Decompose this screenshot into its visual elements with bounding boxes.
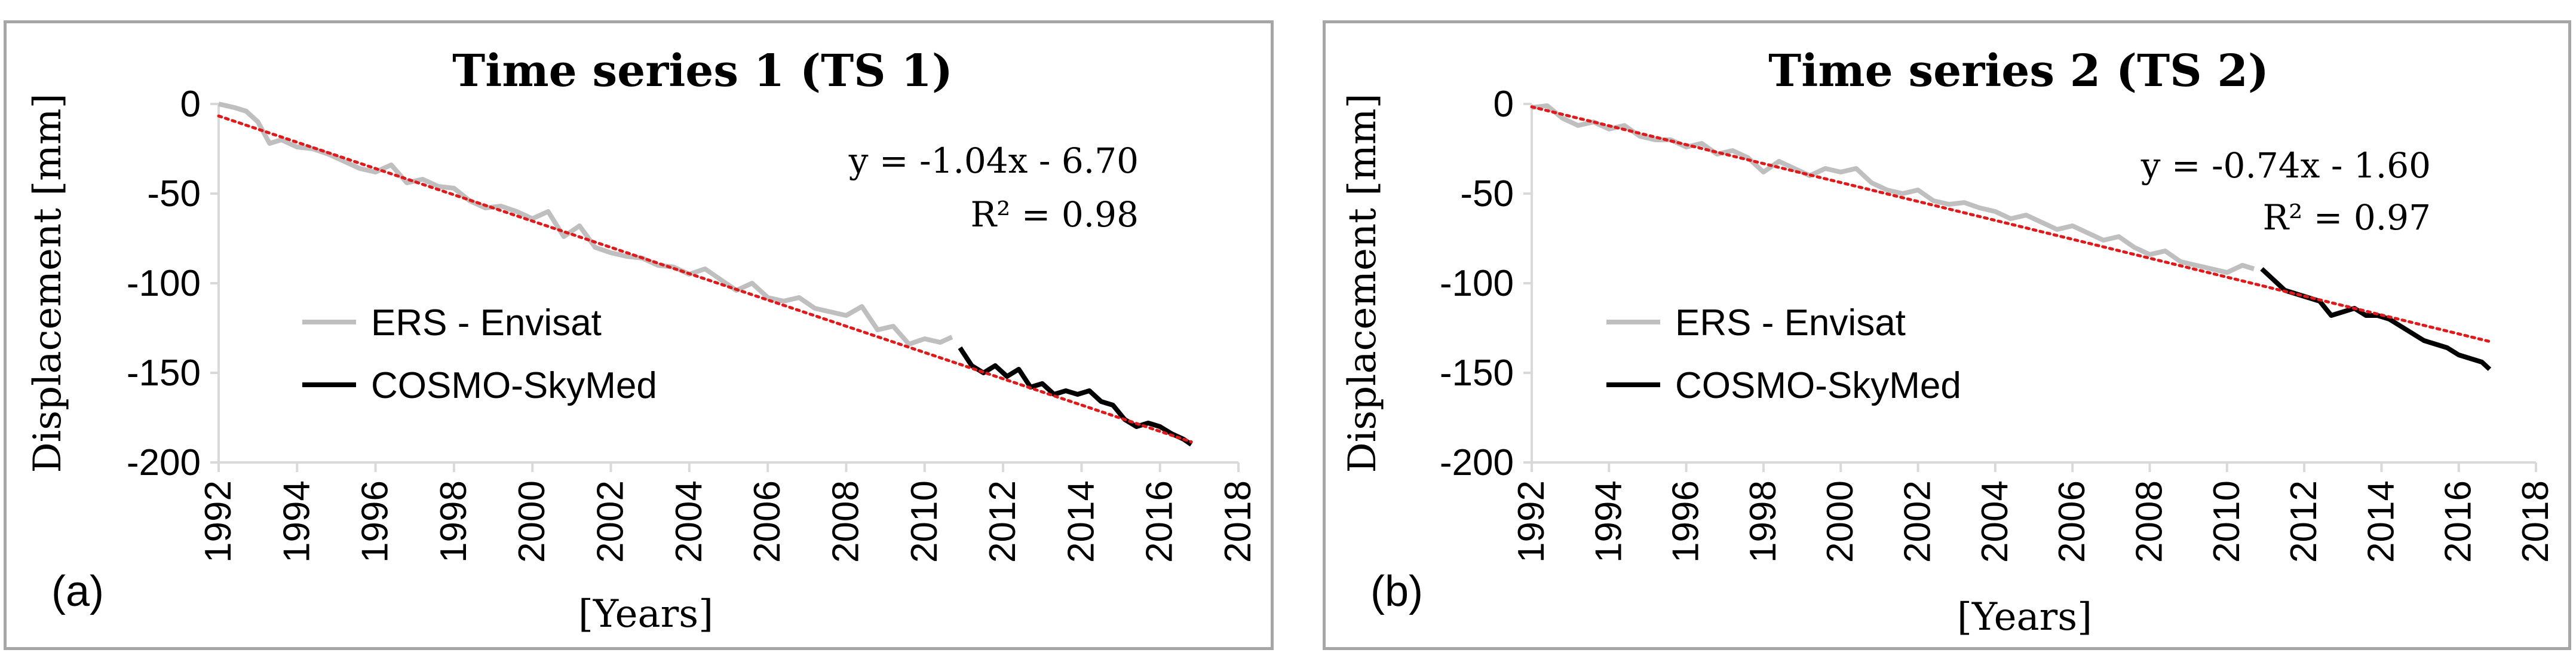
x-tick-label: 2000 xyxy=(1820,480,1861,563)
panel-label: (a) xyxy=(51,568,104,615)
x-tick-label: 2018 xyxy=(1218,480,1259,563)
x-tick-label: 1998 xyxy=(433,480,474,563)
x-tick-label: 2014 xyxy=(1060,480,1102,563)
x-tick-label: 2016 xyxy=(1139,480,1180,563)
x-tick-label: 2010 xyxy=(2206,480,2247,563)
chart-b-svg: Time series 2 (TS 2) 0 -50 -100 -150 -2001992… xyxy=(1341,45,2556,639)
x-tick-label: 2012 xyxy=(2283,480,2324,563)
x-tick-label: 2008 xyxy=(2129,480,2170,563)
x-tick-label: 2004 xyxy=(1974,480,2016,563)
series-cosmo-skymed-line xyxy=(958,346,1193,447)
x-tick-label: 2004 xyxy=(668,480,710,563)
chart-a-svg: Time series 1 (TS 1) 0 -50 -100 -150 -2001992… xyxy=(26,45,1259,636)
x-tick-label: 2012 xyxy=(982,480,1023,563)
y-tick-label: 0 xyxy=(1494,84,1514,125)
trend-equation: y = -0.74x - 1.60 xyxy=(2140,145,2431,186)
chart-title: Time series 1 (TS 1) xyxy=(452,45,953,97)
y-tick-label: -100 xyxy=(1440,263,1514,304)
x-axis-label: [Years] xyxy=(578,592,713,636)
trend-line xyxy=(1530,105,2491,343)
y-tick-label: 0 xyxy=(180,84,201,125)
x-tick-label: 1994 xyxy=(1588,480,1629,563)
y-tick-label: -100 xyxy=(127,263,201,304)
panel-label: (b) xyxy=(1370,568,1423,615)
x-tick-label: 2002 xyxy=(590,480,631,563)
y-tick-label: -50 xyxy=(147,173,201,215)
x-tick-label: 2018 xyxy=(2515,480,2556,563)
x-tick-label: 1992 xyxy=(1511,480,1552,563)
x-tick-label: 2002 xyxy=(1897,480,1939,563)
legend-label-ers: ERS - Envisat xyxy=(1675,302,1906,344)
chart-panel-a: Time series 1 (TS 1) 0 -50 -100 -150 -200 1992… xyxy=(4,20,1274,650)
x-tick-label: 2000 xyxy=(511,480,553,563)
x-tick-label: 2006 xyxy=(2051,480,2093,563)
y-tick-label: -150 xyxy=(127,353,201,394)
r-squared-label: R² = 0.97 xyxy=(2262,197,2431,238)
chart-panel-b: Time series 2 (TS 2) 0 -50 -100 -150 -200 1992… xyxy=(1323,20,2571,650)
x-tick-label: 2016 xyxy=(2438,480,2479,563)
x-axis-label: [Years] xyxy=(1957,595,2092,639)
r-squared-label: R² = 0.98 xyxy=(970,194,1139,235)
series-cosmo-skymed-line xyxy=(2260,267,2492,371)
trend-equation: y = -1.04x - 6.70 xyxy=(848,140,1139,181)
x-tick-label: 2006 xyxy=(747,480,788,563)
legend-label-ers: ERS - Envisat xyxy=(371,302,602,344)
y-tick-label: -150 xyxy=(1440,353,1514,394)
chart-title: Time series 2 (TS 2) xyxy=(1768,45,2269,97)
x-tick-label: 2008 xyxy=(825,480,866,563)
x-tick-label: 1996 xyxy=(1666,480,1707,563)
x-tick-label: 2010 xyxy=(904,480,945,563)
y-tick-label: -50 xyxy=(1460,173,1514,215)
y-tick-label: -200 xyxy=(1440,442,1514,483)
trend-line xyxy=(217,114,1193,443)
x-tick-label: 2014 xyxy=(2360,480,2402,563)
x-tick-label: 1994 xyxy=(276,480,317,563)
x-tick-label: 1992 xyxy=(198,480,239,563)
y-axis-label: Displacement [mm] xyxy=(26,93,70,473)
y-tick-label: -200 xyxy=(127,442,201,483)
x-tick-label: 1996 xyxy=(355,480,396,563)
legend-label-cosmo: COSMO-SkyMed xyxy=(1675,365,1961,406)
x-tick-label: 1998 xyxy=(1743,480,1784,563)
y-axis-label: Displacement [mm] xyxy=(1341,93,1385,473)
series-ers-envisat-line xyxy=(1531,103,2255,275)
legend-label-cosmo: COSMO-SkyMed xyxy=(371,365,657,406)
